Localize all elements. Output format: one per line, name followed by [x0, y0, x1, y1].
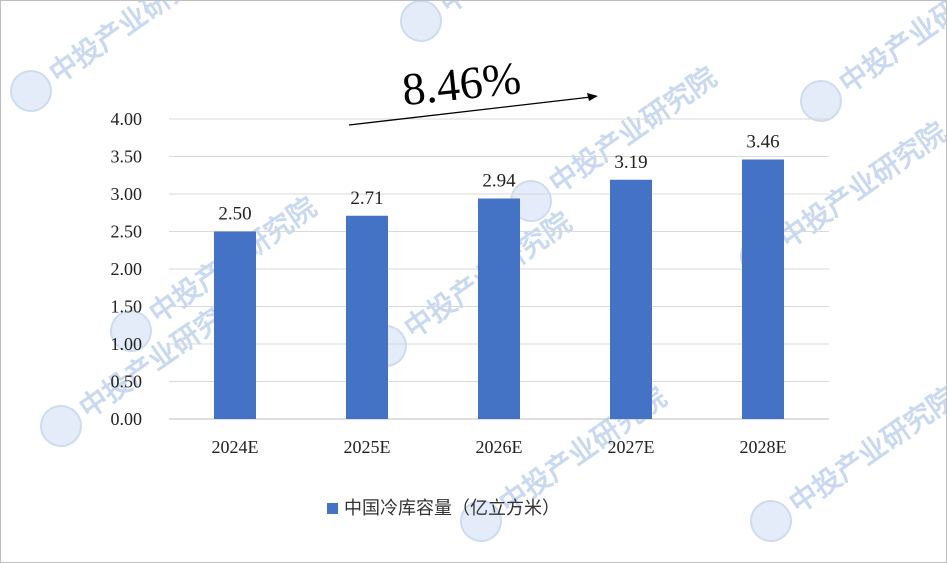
y-tick-label: 0.00	[111, 409, 143, 429]
watermark-text: 中投产业研究院	[783, 381, 946, 520]
watermark-logo-icon	[460, 500, 502, 542]
growth-arrow-head	[587, 93, 598, 101]
watermark: 中投产业研究院	[400, 1, 613, 42]
bar	[610, 179, 652, 419]
growth-rate-label: 8.46%	[400, 52, 524, 115]
x-tick-label: 2026E	[476, 437, 523, 457]
y-tick-label: 1.00	[111, 334, 143, 354]
legend-swatch	[327, 503, 338, 514]
y-tick-label: 3.50	[111, 147, 143, 167]
bar	[478, 198, 520, 419]
y-axis-ticks: 0.00 0.50 1.00 1.50 2.00 2.50 3.00 3.50 4.00	[111, 109, 143, 429]
watermark-logo-icon	[10, 70, 52, 112]
watermark-logo-icon	[750, 500, 792, 542]
watermark: 中投产业研究院	[800, 1, 946, 122]
y-tick-label: 2.50	[111, 222, 143, 242]
watermark: 中投产业研究院	[10, 1, 223, 112]
data-label: 2.94	[482, 171, 516, 192]
y-tick-label: 3.00	[111, 184, 143, 204]
x-tick-label: 2027E	[608, 437, 655, 457]
data-label: 3.19	[614, 152, 647, 173]
watermark-text: 中投产业研究院	[433, 1, 612, 20]
x-tick-label: 2028E	[740, 437, 787, 457]
watermark-logo-icon	[400, 1, 442, 42]
bar	[742, 159, 784, 419]
legend: 中国冷库容量（亿立方米）	[327, 498, 560, 519]
x-tick-label: 2025E	[344, 437, 391, 457]
data-label: 2.71	[350, 188, 383, 209]
y-tick-label: 0.50	[111, 372, 143, 392]
growth-annotation: 8.46%	[348, 52, 598, 126]
x-tick-label: 2024E	[212, 437, 259, 457]
watermark-logo-icon	[40, 405, 82, 447]
data-label: 2.50	[218, 204, 251, 225]
growth-arrow	[348, 96, 592, 126]
x-axis-ticks: 2024E 2025E 2026E 2027E 2028E	[212, 437, 787, 457]
data-label: 3.46	[746, 132, 779, 153]
y-tick-label: 4.00	[111, 109, 143, 129]
y-tick-label: 2.00	[111, 259, 143, 279]
watermark-text: 中投产业研究院	[833, 1, 946, 100]
bar	[346, 215, 388, 419]
watermark-logo-icon	[110, 310, 152, 352]
y-tick-label: 1.50	[111, 297, 143, 317]
data-labels: 2.50 2.71 2.94 3.19 3.46	[218, 132, 779, 225]
legend-label: 中国冷库容量（亿立方米）	[344, 498, 560, 519]
watermark-text: 中投产业研究院	[43, 1, 222, 90]
bars	[214, 159, 784, 419]
bar	[214, 231, 256, 419]
watermark-text: 中投产业研究院	[773, 116, 946, 255]
watermark: 中投产业研究院	[365, 206, 578, 367]
watermark-logo-icon	[800, 80, 842, 122]
watermark-text: 中投产业研究院	[543, 61, 722, 200]
